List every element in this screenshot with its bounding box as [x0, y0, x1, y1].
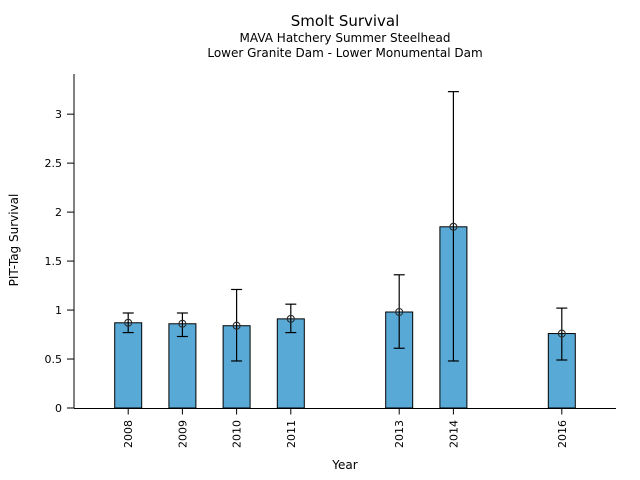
error-bar-2009 — [176, 312, 188, 338]
x-tick-label-2013: 2013 — [393, 420, 406, 448]
chart-subtitle-1: MAVA Hatchery Summer Steelhead — [240, 31, 451, 45]
x-tick-label-2014: 2014 — [447, 420, 460, 448]
x-tick-label-2008: 2008 — [122, 420, 135, 448]
x-tick-label-2016: 2016 — [556, 420, 569, 448]
x-axis-label: Year — [331, 458, 357, 472]
y-tick-label: 1.5 — [45, 255, 63, 268]
error-bar-2011 — [285, 303, 297, 334]
bar-2009 — [168, 323, 197, 409]
plot-area: 0 0.5 1 1.5 2 2.5 3 2008 2009 2010 2011 2013 2014 201… — [45, 74, 616, 448]
y-axis-label: PIT-Tag Survival — [7, 194, 21, 287]
marker-2008 — [124, 318, 133, 327]
y-tick-label: 2.5 — [45, 157, 63, 170]
marker-2013 — [395, 307, 404, 317]
y-tick-label: 0.5 — [45, 353, 63, 366]
error-bar-2010 — [231, 288, 243, 362]
y-tick-label: 3 — [55, 108, 62, 121]
marker-2011 — [286, 314, 295, 323]
marker-2016 — [557, 329, 566, 338]
chart-subtitle-2: Lower Granite Dam - Lower Monumental Dam — [207, 46, 482, 60]
error-bar-2013 — [393, 274, 405, 349]
marker-2009 — [178, 319, 187, 328]
x-tick-label-2009: 2009 — [176, 420, 189, 448]
y-tick-label: 2 — [55, 206, 62, 219]
bar-2011 — [276, 318, 305, 409]
chart-title: Smolt Survival — [291, 12, 400, 30]
error-bar-2014 — [447, 91, 459, 362]
error-bar-2008 — [122, 312, 134, 334]
y-tick-label: 0 — [55, 402, 62, 415]
y-tick-label: 1 — [55, 304, 62, 317]
x-tick-label-2011: 2011 — [285, 420, 298, 448]
x-tick-label-2010: 2010 — [231, 420, 244, 448]
error-bar-2016 — [556, 307, 568, 361]
marker-2010 — [232, 321, 241, 330]
bar-2008 — [114, 322, 143, 409]
marker-2014 — [449, 222, 458, 231]
